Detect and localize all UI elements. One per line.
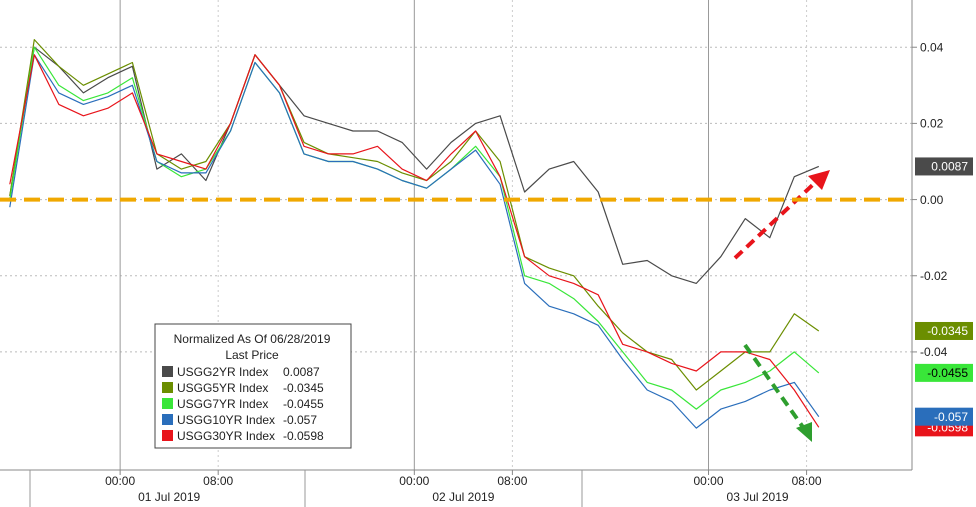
x-tick-label: 08:00 <box>203 474 233 488</box>
legend-swatch <box>162 366 173 377</box>
legend: Normalized As Of 06/28/2019 Last Price <box>154 323 352 449</box>
legend-swatch <box>162 398 173 409</box>
y-tick-label: 0.02 <box>920 117 944 131</box>
legend-value: -0.0598 <box>283 429 324 443</box>
arrow-up <box>733 176 822 260</box>
legend-label: USGG30YR Index <box>177 429 275 443</box>
legend-title: Normalized As Of 06/28/2019 <box>174 332 331 346</box>
legend-value: -0.057 <box>283 413 317 427</box>
last-value-label: 0.0087 <box>931 160 968 174</box>
x-tick-label: 08:00 <box>497 474 527 488</box>
legend-swatch <box>162 430 173 441</box>
legend-value: 0.0087 <box>283 365 320 379</box>
y-tick-label: -0.02 <box>920 269 948 283</box>
date-label: 03 Jul 2019 <box>727 490 789 504</box>
legend-label: USGG2YR Index <box>177 365 268 379</box>
legend-label: USGG10YR Index <box>177 413 275 427</box>
arrow-down <box>743 343 807 432</box>
series-line <box>9 38 820 391</box>
legend-box <box>154 323 352 449</box>
grid <box>0 0 912 470</box>
date-label: 01 Jul 2019 <box>138 490 200 504</box>
legend-subtitle: Last Price <box>225 348 279 362</box>
arrow-head <box>808 170 830 190</box>
y-tick-label: 0.00 <box>920 193 944 207</box>
legend-label: USGG5YR Index <box>177 381 268 395</box>
x-tick-label: 00:00 <box>399 474 429 488</box>
legend-swatch <box>162 414 173 425</box>
last-value-tag <box>915 407 973 426</box>
y-tick-label: 0.04 <box>920 40 944 54</box>
y-tick-label: -0.04 <box>920 345 948 359</box>
legend-label: USGG7YR Index <box>177 397 268 411</box>
last-value-tag <box>915 157 973 176</box>
date-label: 02 Jul 2019 <box>432 490 494 504</box>
legend-value: -0.0455 <box>283 397 324 411</box>
legend-swatch <box>162 382 173 393</box>
series-line <box>9 54 820 428</box>
lines <box>9 38 820 429</box>
x-tick-label: 00:00 <box>105 474 135 488</box>
last-value-tag <box>915 321 973 340</box>
last-value-label: -0.0455 <box>927 366 968 380</box>
x-tick-label: 00:00 <box>694 474 724 488</box>
last-value-tag <box>915 363 973 382</box>
last-value-label: -0.057 <box>934 410 968 424</box>
legend-value: -0.0345 <box>283 381 324 395</box>
x-tick-label: 08:00 <box>792 474 822 488</box>
arrow-head <box>796 422 812 442</box>
last-value-label: -0.0345 <box>927 324 968 338</box>
